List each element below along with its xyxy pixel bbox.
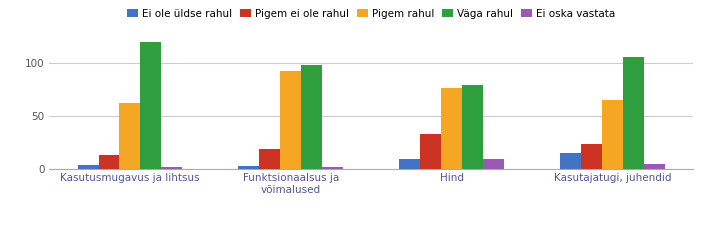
Bar bbox=[78, 165, 98, 169]
Bar bbox=[560, 153, 581, 169]
Bar bbox=[602, 100, 623, 169]
Bar bbox=[623, 57, 644, 169]
Bar bbox=[420, 134, 441, 169]
Bar bbox=[238, 166, 259, 169]
Bar bbox=[141, 21, 161, 169]
Bar bbox=[399, 159, 420, 169]
Bar bbox=[483, 159, 504, 169]
Bar bbox=[322, 167, 343, 169]
Bar bbox=[462, 85, 483, 169]
Bar bbox=[280, 71, 301, 169]
Legend: Ei ole üldse rahul, Pigem ei ole rahul, Pigem rahul, Väga rahul, Ei oska vastata: Ei ole üldse rahul, Pigem ei ole rahul, … bbox=[125, 7, 617, 21]
Bar bbox=[119, 102, 141, 169]
Bar bbox=[644, 164, 665, 169]
Bar bbox=[441, 88, 462, 169]
Bar bbox=[161, 167, 182, 169]
Bar bbox=[301, 64, 322, 169]
Bar bbox=[98, 156, 119, 169]
Bar bbox=[259, 149, 280, 169]
Bar bbox=[581, 144, 602, 169]
